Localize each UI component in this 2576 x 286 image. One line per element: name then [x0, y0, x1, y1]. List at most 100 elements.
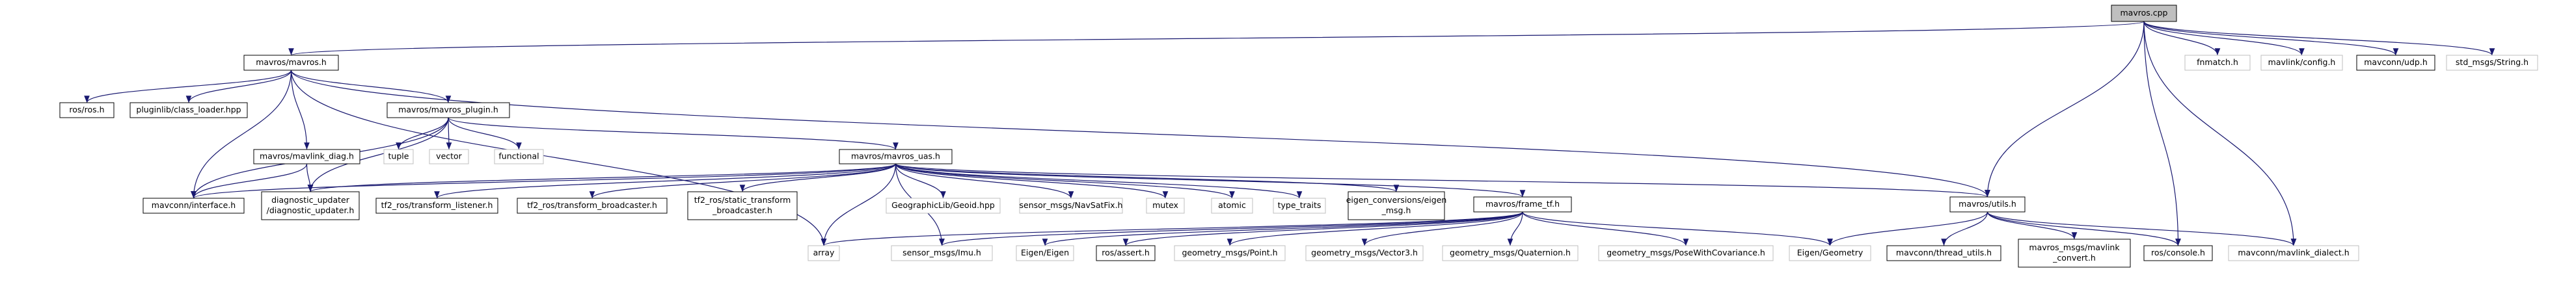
node: Eigen/Eigen	[1016, 245, 1074, 261]
node: sensor_msgs/NavSatFix.h	[1019, 198, 1123, 214]
node-box	[1886, 245, 2001, 261]
node-label: tf2_ros/transform_listener.h	[381, 200, 493, 210]
node[interactable]: mavros.cpp	[2111, 5, 2177, 22]
node[interactable]: eigen_conversions/eigen_msg.h	[1346, 191, 1447, 220]
nodes: mavros.cpp mavros/mavros.h fnmatch.h mavlin…	[59, 5, 2538, 268]
node: array	[807, 245, 840, 261]
edge	[895, 163, 1303, 199]
node[interactable]: mavconn/thread_utils.h	[1886, 245, 2001, 261]
node-box	[2260, 55, 2343, 71]
node-label: mavros_msgs/mavlink	[2029, 242, 2120, 252]
node-box	[2446, 55, 2538, 71]
node-label: atomic	[1218, 200, 1246, 210]
node[interactable]: mavros/mavlink_diag.h	[253, 149, 360, 164]
node-label: ros/ros.h	[69, 105, 104, 114]
edge	[191, 70, 292, 199]
node-label: mavros/mavros_plugin.h	[398, 105, 498, 114]
edge	[1522, 211, 1689, 246]
node[interactable]: pluginlib/class_loader.hpp	[129, 102, 248, 118]
node[interactable]: mavconn/interface.h	[142, 198, 245, 214]
node[interactable]: mavros/mavros.h	[243, 55, 339, 71]
edges	[84, 21, 2495, 246]
edge	[307, 117, 449, 192]
node-box	[807, 245, 840, 261]
edge	[589, 163, 897, 199]
node-label: ros/assert.h	[1102, 248, 1150, 257]
edge	[434, 163, 897, 199]
edge	[290, 70, 1990, 198]
node: atomic	[1211, 198, 1253, 214]
node-label: _broadcaster.h	[712, 205, 772, 215]
node-label: tuple	[388, 151, 409, 161]
node-box	[253, 149, 360, 164]
edge	[1507, 211, 1523, 246]
node-box	[1949, 196, 2026, 213]
edge	[2143, 21, 2399, 56]
node[interactable]: tf2_ros/transform_listener.h	[375, 198, 498, 214]
edge	[895, 163, 946, 199]
node-label: _msg.h	[1381, 205, 1411, 215]
node-label: Eigen/Eigen	[1021, 248, 1069, 257]
node-label: Eigen/Geometry	[1797, 248, 1864, 257]
node-label: mavconn/thread_utils.h	[1896, 248, 1992, 257]
edge	[1985, 21, 2145, 198]
edge	[1986, 211, 2181, 246]
node[interactable]: mavros/mavros_plugin.h	[386, 102, 510, 118]
node[interactable]: mavros/utils.h	[1949, 196, 2026, 213]
node-label: mavros/utils.h	[1959, 199, 2016, 209]
node-box	[1211, 198, 1253, 214]
node-box	[1598, 245, 1774, 261]
node: fnmatch.h	[2184, 55, 2251, 71]
node: type_traits	[1273, 198, 1326, 214]
edge	[185, 70, 292, 103]
node: functional	[494, 149, 544, 164]
node: std_msgs/String.h	[2446, 55, 2538, 71]
node-label: GeographicLib/Geoid.hpp	[891, 200, 995, 210]
node: vector	[429, 149, 469, 164]
node[interactable]: ros/assert.h	[1096, 245, 1156, 261]
node[interactable]: ros/ros.h	[59, 102, 115, 118]
node-box	[1442, 245, 1579, 261]
edge	[290, 70, 452, 103]
node: mavlink/config.h	[2260, 55, 2343, 71]
node-box	[1016, 245, 1074, 261]
edge	[895, 163, 1074, 199]
edge	[2143, 21, 2221, 56]
node-label: /diagnostic_updater.h	[267, 205, 355, 215]
node-box	[261, 191, 360, 220]
node-box	[2356, 55, 2435, 71]
node[interactable]: tf2_ros/static_transform_broadcaster.h	[687, 191, 798, 220]
node-label: tf2_ros/static_transform	[694, 195, 791, 205]
edge	[895, 163, 1235, 199]
node-label: _convert.h	[2052, 253, 2096, 263]
node-box	[2143, 245, 2213, 261]
edge	[821, 211, 1523, 246]
edge	[1827, 211, 1988, 246]
node-label: ros/console.h	[2151, 248, 2205, 257]
node-label: functional	[498, 151, 539, 161]
node-box	[1789, 245, 1871, 261]
node-box	[1305, 245, 1424, 261]
node[interactable]: mavconn/udp.h	[2356, 55, 2435, 71]
node[interactable]: diagnostic_updater/diagnostic_updater.h	[261, 191, 360, 220]
node: geometry_msgs/Quaternion.h	[1442, 245, 1579, 261]
node[interactable]: tf2_ros/transform_broadcaster.h	[517, 198, 668, 214]
node-label: diagnostic_updater	[271, 195, 350, 205]
edge	[895, 163, 1169, 199]
node-box	[243, 55, 339, 71]
node-box	[2018, 239, 2131, 268]
edge	[820, 163, 897, 246]
node[interactable]: mavros/frame_tf.h	[1473, 196, 1572, 213]
node-box	[839, 149, 953, 164]
node-label: mavros/frame_tf.h	[1485, 199, 1560, 209]
node-label: mavconn/mavlink_dialect.h	[2238, 248, 2349, 257]
node[interactable]: ros/console.h	[2143, 245, 2213, 261]
node: mavconn/mavlink_dialect.h	[2228, 245, 2359, 261]
node-box	[129, 102, 248, 118]
edge	[289, 21, 2145, 56]
node-box	[383, 149, 414, 164]
node-box	[142, 198, 245, 214]
node[interactable]: mavros_msgs/mavlink_convert.h	[2018, 239, 2131, 268]
node[interactable]: mavros/mavros_uas.h	[839, 149, 953, 164]
node-label: mavros/mavros.h	[256, 57, 327, 67]
